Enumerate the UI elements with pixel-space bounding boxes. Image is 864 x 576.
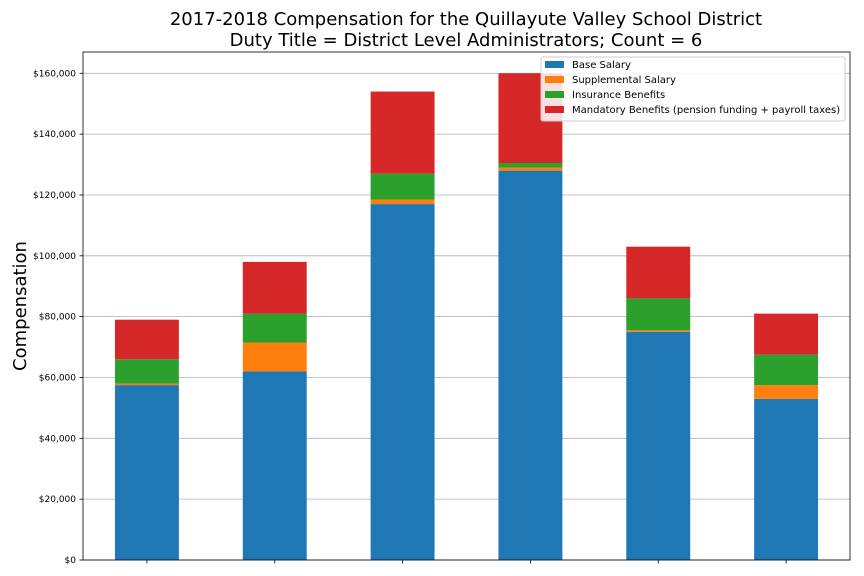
axes: $0 $20,000 $40,000 $60,000 $80,000 $100,000 $1… <box>33 51 851 566</box>
y-tick-label: $120,000 <box>33 191 76 201</box>
legend-swatch <box>545 76 564 83</box>
y-tick-label: $80,000 <box>39 313 76 323</box>
legend-label: Base Salary <box>572 60 631 71</box>
bar-segment <box>370 199 435 205</box>
legend-swatch <box>545 91 564 98</box>
y-tick-label: $160,000 <box>33 69 76 79</box>
bar-segment <box>498 163 563 168</box>
legend-swatch <box>545 106 564 113</box>
bar-segment <box>370 91 435 174</box>
y-tick-label: $40,000 <box>39 434 76 444</box>
y-tick-label: $20,000 <box>39 495 76 505</box>
legend-label: Insurance Benefits <box>572 90 665 101</box>
y-tick-label: $100,000 <box>33 252 76 262</box>
bar-segment <box>242 313 307 343</box>
bar-segment <box>370 173 435 200</box>
bar-segment <box>498 167 563 171</box>
bar-segment <box>498 170 563 560</box>
bar-segment <box>626 298 691 331</box>
bar-segment <box>626 330 691 332</box>
bar-segment <box>242 261 307 314</box>
bar-segment <box>114 383 179 386</box>
y-tick-label: $140,000 <box>33 130 76 140</box>
legend-box <box>540 56 846 122</box>
bar-segment <box>242 371 307 560</box>
y-tick-label: $60,000 <box>39 373 76 383</box>
legend-swatch <box>545 61 564 68</box>
bar-segment <box>114 319 179 360</box>
chart-subtitle: Duty Title = District Level Administrato… <box>230 30 703 51</box>
legend: Base Salary Supplemental Salary Insurance … <box>540 56 846 122</box>
y-tick-label: $0 <box>65 556 77 566</box>
plot-frame <box>82 51 851 561</box>
bar-segment <box>754 313 819 355</box>
bar-segment <box>114 359 179 384</box>
bar-segment <box>626 246 691 299</box>
bar-segment <box>370 204 435 560</box>
bar-segment <box>754 354 819 386</box>
bar-segment <box>626 331 691 560</box>
bar-segment <box>114 385 179 560</box>
legend-label: Mandatory Benefits (pension funding + pa… <box>572 105 840 116</box>
chart-title: 2017-2018 Compensation for the Quillayut… <box>170 9 762 30</box>
bar-segment <box>754 385 819 399</box>
bar-segment <box>754 398 819 560</box>
bar-segment <box>242 342 307 372</box>
legend-label: Supplemental Salary <box>572 75 676 86</box>
y-axis-label: Compensation <box>10 241 31 371</box>
bars <box>114 73 819 560</box>
